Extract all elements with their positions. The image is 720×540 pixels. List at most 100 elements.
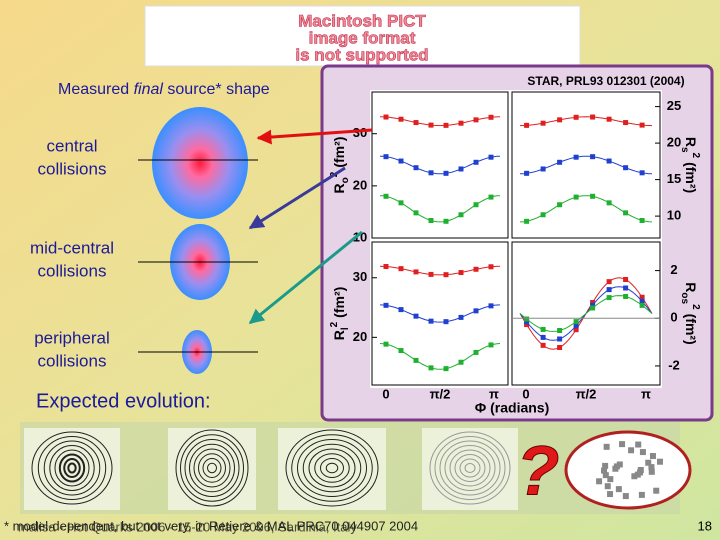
contour [184,439,240,497]
contour [302,443,362,493]
collision-label: peripheral [34,328,110,347]
reference: STAR, PRL93 012301 (2004) [527,74,684,88]
placeholder-line: Macintosh PICT [298,11,426,30]
dot [622,493,629,500]
shape-heading: Measured final source* shape [58,81,270,98]
collision-label: collisions [38,261,107,280]
contour [439,440,501,496]
collision-label: collisions [38,159,107,178]
y-tick-label: 30 [353,125,367,140]
dot [649,453,656,460]
dot [631,473,638,480]
sketch-bg [422,428,518,510]
contour [449,449,491,487]
dot [603,443,610,450]
contour [291,434,373,502]
y-tick-label: 0 [670,310,677,325]
y-tick-label: 25 [667,98,681,113]
dot [619,441,626,448]
fit-curve [379,116,501,127]
arrow [256,128,373,145]
placeholder-line: is not supported [295,45,428,64]
contour [308,448,356,488]
x-tick-label: 0 [522,386,529,401]
y-axis-label: Rs2(fm²) [679,137,701,193]
dot [639,449,646,456]
y-tick-label: 15 [667,171,681,186]
dot [616,461,623,468]
dot [602,462,609,469]
page-number: 18 [698,518,712,533]
y-axis-label: Ros2(fm²) [679,282,701,344]
contour [202,458,222,478]
fit-curve [519,195,653,223]
dot [607,491,614,498]
contour [49,445,95,491]
dot [653,487,660,494]
contour [429,431,511,505]
dot [607,476,614,483]
fit-curve [519,116,653,127]
contour [320,458,344,478]
dot [628,447,635,454]
contour [58,453,86,483]
contour [31,431,113,505]
dot [648,464,655,471]
contour [175,429,249,507]
sketch-bg [24,428,120,510]
fit-curve [379,195,501,223]
contour [43,440,101,496]
fit-curve [519,295,653,332]
y-tick-label: 10 [667,208,681,223]
dot [615,486,622,493]
x-axis-label: Φ (radians) [475,400,550,416]
contour [459,458,481,478]
y-tick-label: -2 [668,357,680,372]
contour [325,462,339,474]
arrow [248,166,346,230]
dot [602,472,609,479]
contour [67,462,77,474]
dot [656,458,663,465]
collision-label: collisions [38,351,107,370]
question-mark: ? [517,431,560,509]
contour [464,463,476,473]
y-axis-label: Rl2(fm²) [329,287,351,341]
figure-plot [370,90,662,388]
contour [198,453,226,483]
x-tick-label: π [641,386,651,401]
y-tick-label: 10 [353,229,367,244]
contour [207,462,217,474]
collision-label: central [46,136,97,155]
y-tick-label: 20 [667,135,681,150]
collision-label: mid-central [30,238,114,257]
dot [635,441,642,448]
contour [193,448,231,488]
y-tick-label: 30 [353,269,367,284]
footer-venue: malisa - Hot Quarks 2006 - 15-20 May 200… [18,519,357,534]
fit-curve [379,304,501,323]
contour [63,458,81,478]
dot [634,471,641,478]
fit-curve [379,155,501,175]
panel [371,91,509,239]
contour [434,436,506,500]
contour [54,449,90,487]
contour [314,453,350,483]
fit-curve [519,155,653,175]
dot [648,468,655,475]
contour [285,429,379,507]
dot [645,459,652,466]
arrow [248,230,363,325]
y-tick-label: 20 [353,329,367,344]
x-tick-label: π/2 [576,386,597,401]
panel [371,241,509,386]
footer-note: * model-dependent, but not very, in Reti… [4,518,418,533]
x-tick-label: π [489,386,499,401]
fit-curve [379,265,501,276]
y-tick-label: 20 [353,177,367,192]
contour [180,434,244,502]
dot [638,491,645,498]
x-tick-label: 0 [382,386,389,401]
